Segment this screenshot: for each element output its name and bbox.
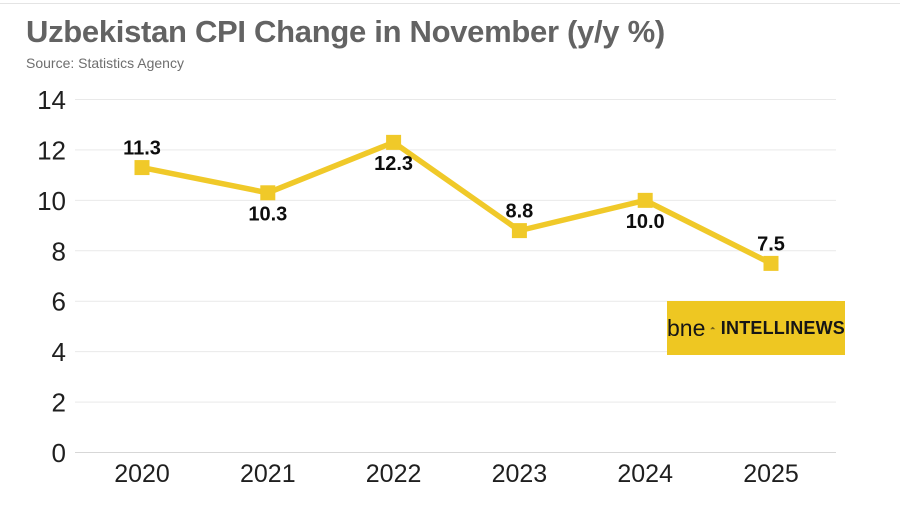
data-point-marker: [134, 160, 150, 176]
y-tick-label: 10: [37, 186, 66, 216]
data-point-marker: [386, 134, 402, 150]
data-point-marker: [511, 223, 527, 239]
chart-title: Uzbekistan CPI Change in November (y/y %…: [26, 14, 665, 49]
cpi-line-series: [139, 139, 774, 267]
y-tick-label: 8: [52, 236, 66, 266]
x-tick-label: 2025: [743, 460, 799, 488]
data-label: 12.3: [374, 153, 413, 175]
x-tick-label: 2020: [114, 460, 170, 488]
x-tick-label: 2023: [492, 460, 548, 488]
y-tick-label: 2: [52, 388, 66, 418]
x-tick-label: 2022: [366, 460, 422, 488]
data-label: 7.5: [757, 233, 785, 255]
data-point-marker: [763, 255, 779, 271]
y-tick-label: 14: [37, 85, 66, 115]
data-label: 11.3: [123, 138, 161, 160]
bne-intellinews-logo: bne INTELLINEWS: [667, 301, 845, 355]
data-label: 10.3: [248, 203, 287, 225]
x-tick-label: 2024: [617, 460, 673, 488]
y-tick-label: 6: [52, 287, 66, 317]
data-point-marker: [637, 192, 653, 208]
logo-bne-text: bne: [667, 314, 706, 341]
top-divider: [0, 3, 900, 4]
data-label: 8.8: [505, 201, 533, 223]
logo-intellinews-text: INTELLINEWS: [720, 318, 845, 338]
y-tick-label: 0: [52, 438, 66, 468]
data-point-marker: [260, 185, 276, 201]
y-tick-label: 12: [37, 135, 66, 165]
x-tick-label: 2021: [240, 460, 296, 488]
data-label: 10.0: [626, 211, 665, 233]
chart-source: Source: Statistics Agency: [26, 55, 184, 71]
mountain-icon: [710, 326, 716, 330]
y-tick-label: 4: [52, 337, 66, 367]
